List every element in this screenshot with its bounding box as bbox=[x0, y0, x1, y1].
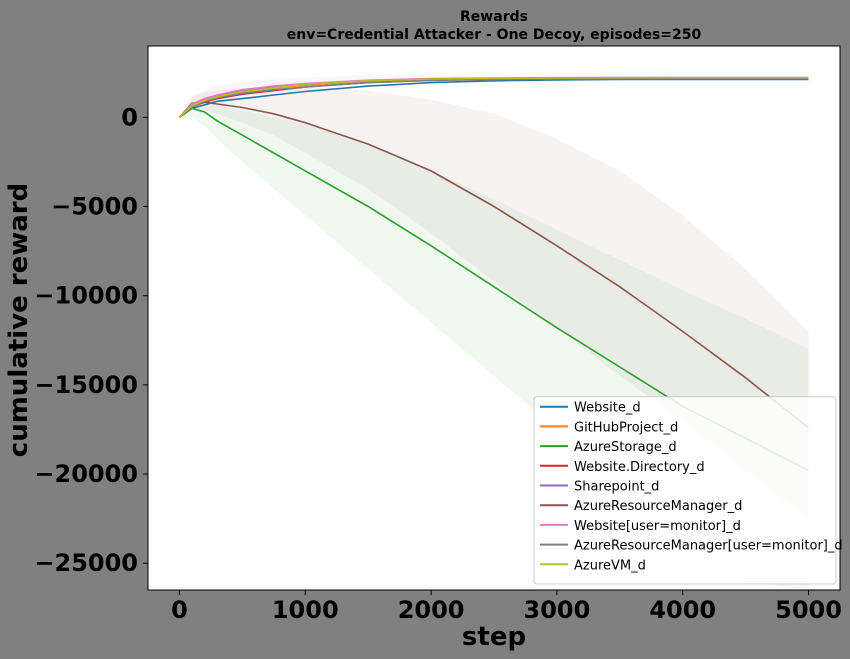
y-axis-label: cumulative reward bbox=[4, 183, 34, 457]
legend-entry: AzureVM_d bbox=[574, 558, 646, 573]
legend-entry: Website_d bbox=[574, 401, 641, 416]
legend-entry: Website[user=monitor]_d bbox=[574, 519, 741, 534]
x-tick-label: 4000 bbox=[649, 596, 716, 624]
legend-entry: AzureStorage_d bbox=[574, 440, 677, 455]
legend-box bbox=[533, 396, 837, 585]
series-lines bbox=[178, 76, 809, 472]
x-axis-label: step bbox=[462, 622, 526, 652]
x-tick-label: 2000 bbox=[398, 596, 465, 624]
y-tick-label: −5000 bbox=[51, 193, 138, 221]
chart-title: Rewards bbox=[460, 9, 528, 25]
legend-entry: AzureResourceManager[user=monitor]_d bbox=[574, 539, 843, 554]
y-tick-label: −25000 bbox=[34, 549, 138, 577]
y-tick-label: −10000 bbox=[34, 282, 138, 310]
band-1 bbox=[179, 87, 809, 519]
x-tick-label: 0 bbox=[171, 596, 188, 624]
series-line-2 bbox=[179, 107, 809, 472]
legend-entry: GitHubProject_d bbox=[574, 420, 678, 435]
legend-entry: AzureResourceManager_d bbox=[574, 499, 742, 514]
x-axis: 0 1000 2000 3000 4000 5000 bbox=[171, 590, 842, 624]
legend-entry: Website.Directory_d bbox=[574, 460, 705, 475]
y-tick-label: 0 bbox=[121, 103, 138, 131]
series-line-5 bbox=[178, 101, 809, 429]
legend-entry: Sharepoint_d bbox=[574, 480, 659, 495]
x-tick-label: 3000 bbox=[524, 596, 591, 624]
series-line-7 bbox=[178, 77, 809, 118]
chart-subtitle: env=Credential Attacker - One Decoy, epi… bbox=[287, 27, 702, 43]
x-tick-label: 1000 bbox=[272, 596, 339, 624]
y-tick-label: −15000 bbox=[34, 371, 138, 399]
y-axis: 0 −5000 −10000 −15000 −20000 −25000 bbox=[34, 103, 148, 577]
y-tick-label: −20000 bbox=[34, 460, 138, 488]
band-2 bbox=[179, 75, 809, 118]
legend: Website_d GitHubProject_d AzureStorage_d We… bbox=[533, 396, 843, 585]
x-tick-label: 5000 bbox=[775, 596, 842, 624]
series-line-8 bbox=[178, 76, 809, 118]
